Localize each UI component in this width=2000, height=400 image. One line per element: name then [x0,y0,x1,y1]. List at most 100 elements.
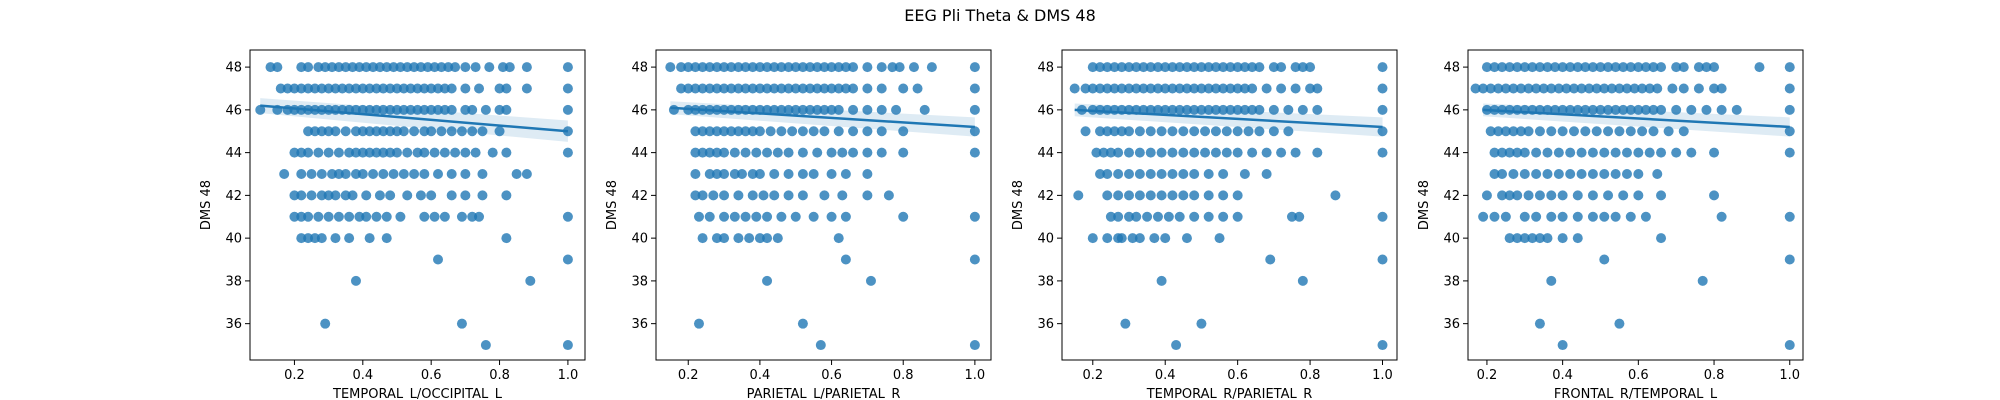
data-point [1276,83,1287,94]
data-point [754,126,765,137]
data-point [1145,190,1156,201]
data-point [1618,190,1629,201]
data-point [409,169,420,179]
data-point [1648,62,1659,73]
scatter-panel-4: 0.2 0.4 0.6 0.8 1.0 36 38 40 42 44 46 48 FRONTAL_R/T… [1417,49,1804,400]
data-point [891,104,902,115]
data-point [460,147,471,158]
data-point [1124,147,1134,158]
data-point [327,62,338,73]
data-point [1576,147,1587,158]
data-point [1312,83,1323,94]
data-point [1290,83,1301,94]
data-point [876,126,887,137]
data-point [833,62,844,73]
data-point [1210,126,1221,137]
data-point [769,169,780,179]
data-point [1196,62,1207,73]
data-point [1572,211,1583,222]
data-point [1686,147,1697,158]
data-point [309,126,320,137]
data-point [898,83,909,94]
data-point [1203,190,1214,201]
data-point [1105,211,1116,222]
data-point [303,147,314,158]
data-point [1283,104,1294,115]
data-point [848,104,859,115]
data-point [450,62,461,73]
data-point [446,126,457,137]
data-point [1178,169,1189,179]
data-point [371,104,382,115]
data-point [1553,147,1564,158]
x-tick-label: 0.8 [893,368,914,383]
axes-frame [1061,49,1398,361]
x-tick-label: 0.6 [1628,368,1649,383]
data-point [456,318,467,329]
data-point [282,83,293,94]
data-point [1553,83,1564,94]
data-point [1203,104,1214,115]
data-point [1512,62,1523,73]
data-point [690,169,701,179]
axes-frame [1467,49,1804,361]
data-point [1203,169,1214,179]
data-point [1167,83,1178,94]
data-point [1218,104,1229,115]
data-point [1652,83,1663,94]
data-point [1599,147,1610,158]
data-point [683,83,694,94]
data-point [1203,83,1214,94]
data-point [719,62,730,73]
data-point [762,211,773,222]
data-point [840,83,851,94]
data-point [1261,147,1272,158]
data-point [446,169,457,179]
data-point [1156,190,1167,201]
data-point [783,104,794,115]
data-point [1087,83,1098,94]
data-point [1080,83,1091,94]
data-point [1508,126,1519,137]
data-point [1731,104,1742,115]
data-point [1124,126,1134,137]
data-point [340,126,351,137]
data-point [1784,83,1795,94]
data-point [862,126,873,137]
data-point [1610,147,1621,158]
data-point [1377,254,1388,265]
data-point [797,147,808,158]
y-tick-label: 38 [1037,274,1054,289]
data-point [1156,275,1167,286]
data-point [805,62,816,73]
data-point [898,147,909,158]
x-axis-label: TEMPORAL_R/PARIETAL_R [1146,387,1313,400]
data-point [848,83,859,94]
data-point [704,147,715,158]
data-point [1200,126,1211,137]
data-point [1599,169,1610,179]
data-point [1073,190,1084,201]
data-point [1247,104,1258,115]
data-point [364,233,375,244]
data-point [1504,233,1515,244]
data-point [1377,147,1388,158]
data-point [1145,147,1156,158]
data-point [1330,190,1341,201]
data-point [344,83,355,94]
data-point [719,83,730,94]
data-point [1239,104,1250,115]
data-point [309,83,320,94]
data-point [1218,190,1229,201]
data-point [1145,169,1156,179]
data-point [330,233,341,244]
data-point [1189,147,1200,158]
y-tick-label: 46 [1443,103,1460,118]
data-point [436,62,447,73]
y-tick-label: 46 [225,103,242,118]
data-point [289,83,300,94]
data-point [433,83,444,94]
data-point [1557,126,1568,137]
data-point [1561,83,1572,94]
data-point [697,147,708,158]
